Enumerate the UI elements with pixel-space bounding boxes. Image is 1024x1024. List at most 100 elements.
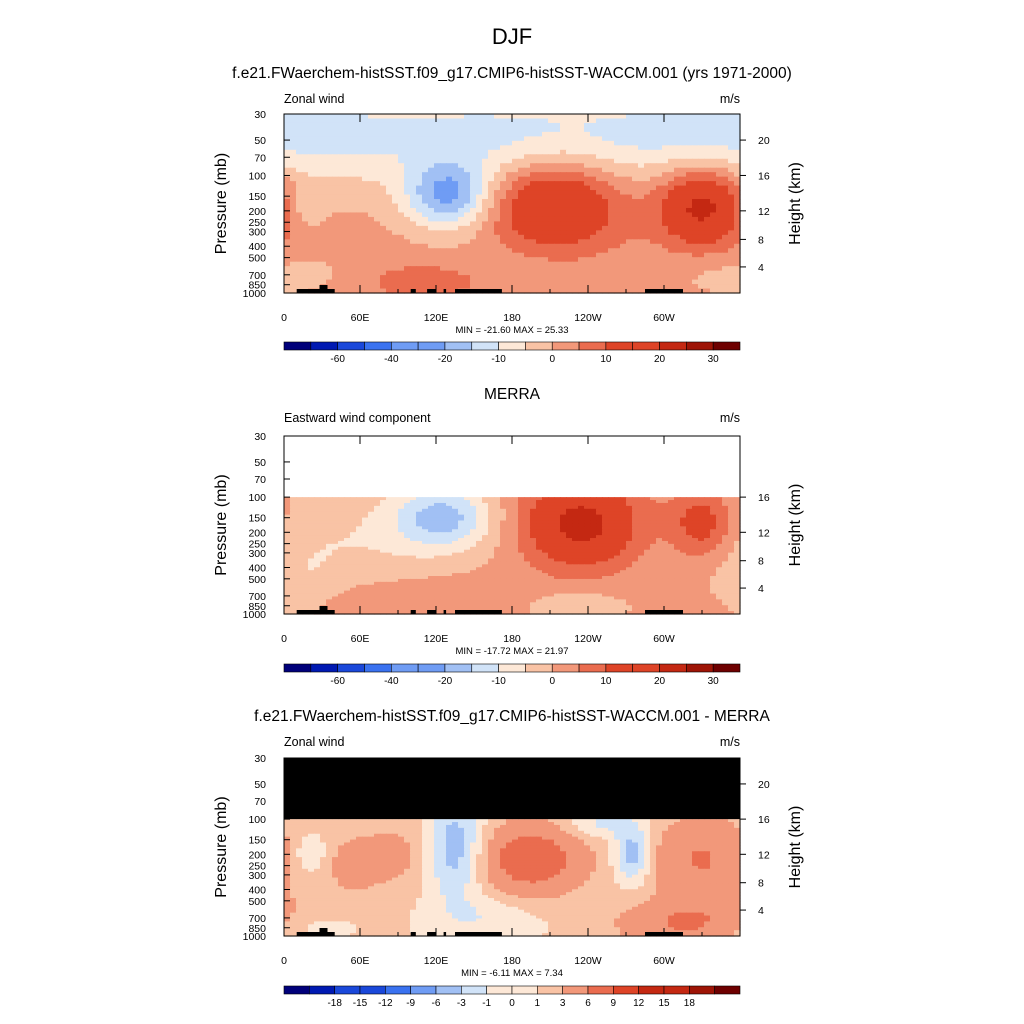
field-cell <box>350 540 357 545</box>
field-cell <box>686 517 693 522</box>
field-cell <box>470 500 477 504</box>
field-cell <box>482 275 489 281</box>
field-cell <box>338 555 345 560</box>
field-cell <box>518 535 525 539</box>
field-cell <box>686 122 693 129</box>
field-cell <box>422 500 429 504</box>
field-cell <box>692 221 699 227</box>
field-cell <box>440 172 447 178</box>
field-cell <box>362 270 369 276</box>
field-cell <box>704 234 711 240</box>
field-cell <box>710 154 717 160</box>
field-cell <box>632 239 639 245</box>
field-cell <box>698 216 705 222</box>
field-cell <box>692 190 699 196</box>
field-cell <box>506 172 513 178</box>
field-cell <box>350 523 357 527</box>
field-cell <box>590 212 597 218</box>
field-cell <box>308 552 315 557</box>
field-cell <box>698 243 705 249</box>
field-cell <box>326 216 333 222</box>
field-cell <box>626 167 633 173</box>
field-cell <box>548 288 555 294</box>
field-cell <box>476 225 483 231</box>
field-cell <box>596 176 603 182</box>
field-cell <box>620 279 627 285</box>
field-cell <box>410 118 417 124</box>
field-cell <box>296 230 303 236</box>
field-cell <box>716 154 723 160</box>
field-cell <box>326 239 333 245</box>
field-cell <box>608 523 615 527</box>
field-cell <box>458 149 465 155</box>
field-cell <box>548 270 555 276</box>
field-cell <box>698 221 705 227</box>
field-cell <box>692 185 699 191</box>
field-cell <box>470 538 477 542</box>
field-cell <box>572 555 579 560</box>
field-cell <box>686 158 693 164</box>
field-cell <box>422 261 429 267</box>
field-cell <box>386 127 393 133</box>
field-cell <box>644 284 651 290</box>
field-cell <box>350 181 357 187</box>
field-cell <box>716 549 723 554</box>
field-cell <box>668 549 675 554</box>
field-cell <box>512 549 519 554</box>
field-cell <box>710 505 717 510</box>
field-cell <box>650 564 657 568</box>
field-cell <box>458 497 465 501</box>
field-cell <box>470 248 477 254</box>
field-cell <box>590 526 597 530</box>
field-cell <box>470 555 477 560</box>
field-cell <box>578 266 585 272</box>
field-cell <box>572 176 579 182</box>
field-cell <box>386 154 393 160</box>
field-cell <box>620 212 627 218</box>
field-cell <box>674 502 681 507</box>
field-cell <box>704 288 711 294</box>
field-cell <box>470 230 477 236</box>
field-cell <box>314 127 321 133</box>
field-cell <box>590 248 597 254</box>
field-cell <box>626 239 633 245</box>
field-cell <box>674 266 681 272</box>
field-cell <box>530 270 537 276</box>
field-cell <box>422 221 429 227</box>
field-cell <box>590 154 597 160</box>
field-cell <box>392 176 399 182</box>
field-cell <box>356 532 363 536</box>
field-cell <box>386 114 393 120</box>
field-cell <box>290 497 297 501</box>
field-cell <box>572 558 579 562</box>
field-cell <box>380 561 387 565</box>
field-cell <box>308 212 315 218</box>
field-cell <box>704 136 711 142</box>
field-cell <box>302 167 309 173</box>
field-cell <box>416 284 423 290</box>
field-cell <box>644 526 651 530</box>
field-cell <box>518 190 525 196</box>
field-cell <box>578 234 585 240</box>
field-cell <box>602 158 609 164</box>
field-cell <box>458 564 465 568</box>
field-cell <box>434 532 441 536</box>
field-cell <box>452 252 459 258</box>
field-cell <box>452 248 459 254</box>
field-cell <box>326 561 333 565</box>
field-cell <box>350 230 357 236</box>
field-cell <box>662 520 669 525</box>
field-cell <box>488 230 495 236</box>
field-cell <box>536 275 543 281</box>
field-cell <box>464 540 471 545</box>
field-cell <box>392 158 399 164</box>
field-cell <box>446 266 453 272</box>
field-cell <box>326 520 333 525</box>
field-cell <box>302 266 309 272</box>
field-cell <box>650 216 657 222</box>
field-cell <box>374 243 381 249</box>
field-cell <box>512 500 519 504</box>
field-cell <box>428 176 435 182</box>
field-cell <box>698 529 705 533</box>
field-cell <box>632 535 639 539</box>
